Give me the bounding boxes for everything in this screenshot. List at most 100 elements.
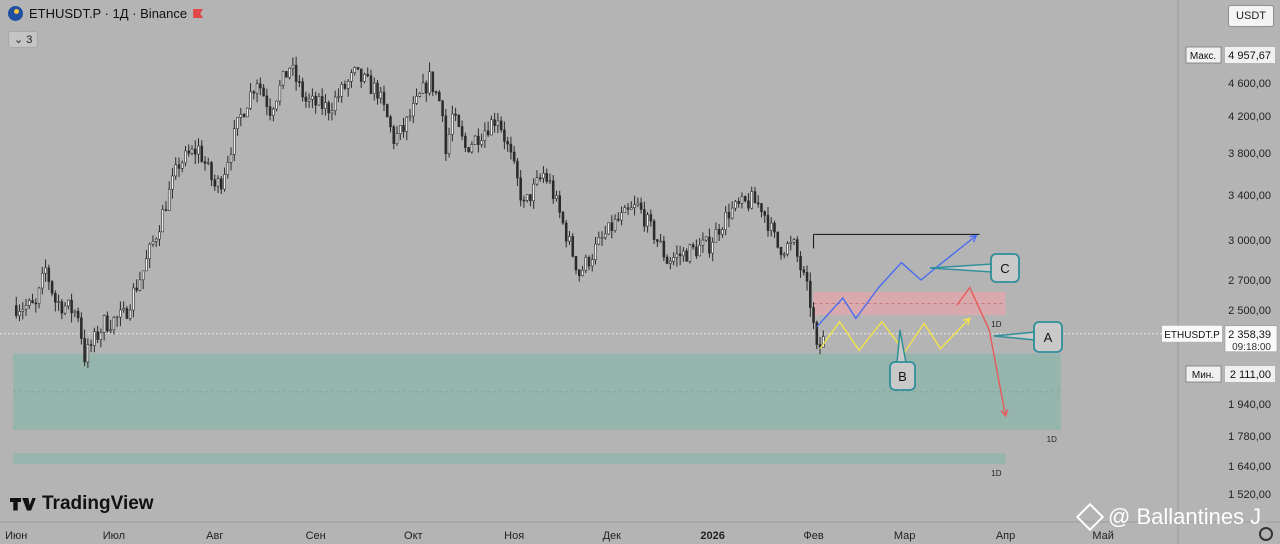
indicators-toggle[interactable]: ⌄ 3 — [8, 31, 39, 48]
candle-body — [115, 316, 119, 319]
candle-body — [669, 260, 672, 264]
candle-body — [366, 73, 369, 77]
candle-body — [643, 209, 646, 227]
candle-body — [796, 239, 799, 257]
candle-body — [50, 281, 54, 294]
candle-body — [584, 256, 588, 271]
candle-body — [812, 307, 815, 323]
candle-body — [285, 71, 288, 78]
candle-body — [203, 161, 207, 164]
time-tick-label: Июл — [103, 530, 125, 542]
candle-body — [93, 331, 96, 346]
candle-body — [63, 305, 67, 314]
callout-b-box — [889, 361, 916, 391]
candle-body — [356, 67, 360, 70]
candle-body — [216, 178, 220, 187]
candle-body — [311, 95, 314, 100]
candle-body — [740, 196, 744, 204]
candle-body — [457, 115, 461, 127]
candle-body — [418, 93, 422, 97]
candle-body — [636, 202, 640, 206]
candle-body — [259, 83, 262, 89]
price-tick-label: 4 600,00 — [1228, 78, 1271, 90]
candle-body — [197, 145, 200, 155]
candle-body — [542, 172, 545, 179]
scenario-yellow-path — [819, 317, 971, 354]
callout-a-box — [1033, 321, 1063, 353]
candle-body — [786, 243, 789, 255]
candle-body — [67, 299, 70, 307]
candle-body — [135, 287, 138, 291]
candle-body — [125, 308, 129, 319]
min-marker-label: Мин. — [1192, 370, 1214, 381]
candle-body — [372, 82, 376, 95]
candle-body — [220, 178, 223, 190]
scenario-red-arrowhead — [1000, 409, 1009, 418]
max-marker-label: Макс. — [1190, 51, 1216, 62]
candle-body — [558, 195, 561, 213]
candle-body — [756, 202, 760, 205]
candle-body — [405, 116, 409, 132]
current-price-tag — [1162, 325, 1222, 342]
candle-body — [496, 120, 500, 126]
candle-body — [21, 308, 25, 312]
candle-body — [330, 110, 334, 114]
candle-body — [83, 338, 86, 363]
tradingview-icon — [10, 498, 36, 511]
current-price-value: 2 358,39 — [1228, 329, 1271, 341]
candle-body — [480, 140, 483, 145]
candle-body — [512, 151, 516, 162]
candle-body — [493, 119, 496, 126]
candle-body — [688, 244, 692, 262]
candle-body — [412, 103, 415, 117]
candle-body — [392, 126, 396, 144]
candle-body — [600, 237, 604, 239]
symbol-title[interactable]: ETHUSDT.P · 1Д · Binance — [29, 6, 188, 21]
candle-body — [532, 183, 535, 202]
candle-body — [610, 222, 614, 231]
candle-body — [721, 229, 724, 235]
callout-c-box — [990, 253, 1020, 283]
zone-label-lower: 1D — [991, 469, 1001, 478]
price-tick-label: 1 640,00 — [1228, 461, 1271, 473]
flag-icon[interactable] — [193, 9, 204, 18]
time-tick-label: Мар — [894, 530, 916, 542]
candle-body — [587, 256, 591, 267]
currency-selector[interactable]: USDT — [1228, 5, 1274, 27]
candle-body — [385, 104, 389, 118]
candle-body — [171, 175, 174, 190]
candle-body — [60, 301, 64, 314]
candle-body — [470, 144, 474, 153]
candle-body — [724, 211, 727, 230]
author-watermark: @ Ballantines J — [1075, 502, 1261, 532]
min-marker-value: 2 111,00 — [1230, 369, 1271, 381]
candle-body — [525, 194, 529, 201]
candle-body — [119, 309, 122, 318]
scenario-blue-arrowhead — [969, 234, 978, 243]
candle-body — [773, 222, 776, 233]
candle-body — [213, 179, 217, 187]
candle-body — [291, 64, 295, 69]
candle-body — [154, 238, 158, 242]
settings-icon[interactable] — [1259, 527, 1273, 541]
chart-header[interactable]: ETHUSDT.P · 1Д · Binance — [8, 6, 204, 21]
candle-body — [340, 84, 343, 97]
candle-body — [503, 129, 506, 142]
candle-body — [551, 180, 555, 199]
price-tick-label: 3 000,00 — [1228, 235, 1271, 247]
candle-body — [802, 269, 806, 273]
candle-body — [695, 246, 698, 257]
candle-body — [766, 214, 770, 231]
candle-body — [145, 258, 148, 272]
candle-body — [223, 174, 226, 190]
time-tick-label: Сен — [306, 530, 326, 542]
min-marker-value-bg — [1225, 366, 1275, 382]
candle-body — [47, 267, 51, 282]
candle-body — [206, 162, 210, 164]
candle-body — [109, 329, 112, 332]
candle-body — [148, 243, 151, 260]
candle-body — [568, 236, 571, 242]
candle-body — [604, 233, 607, 238]
candle-body — [73, 310, 77, 314]
